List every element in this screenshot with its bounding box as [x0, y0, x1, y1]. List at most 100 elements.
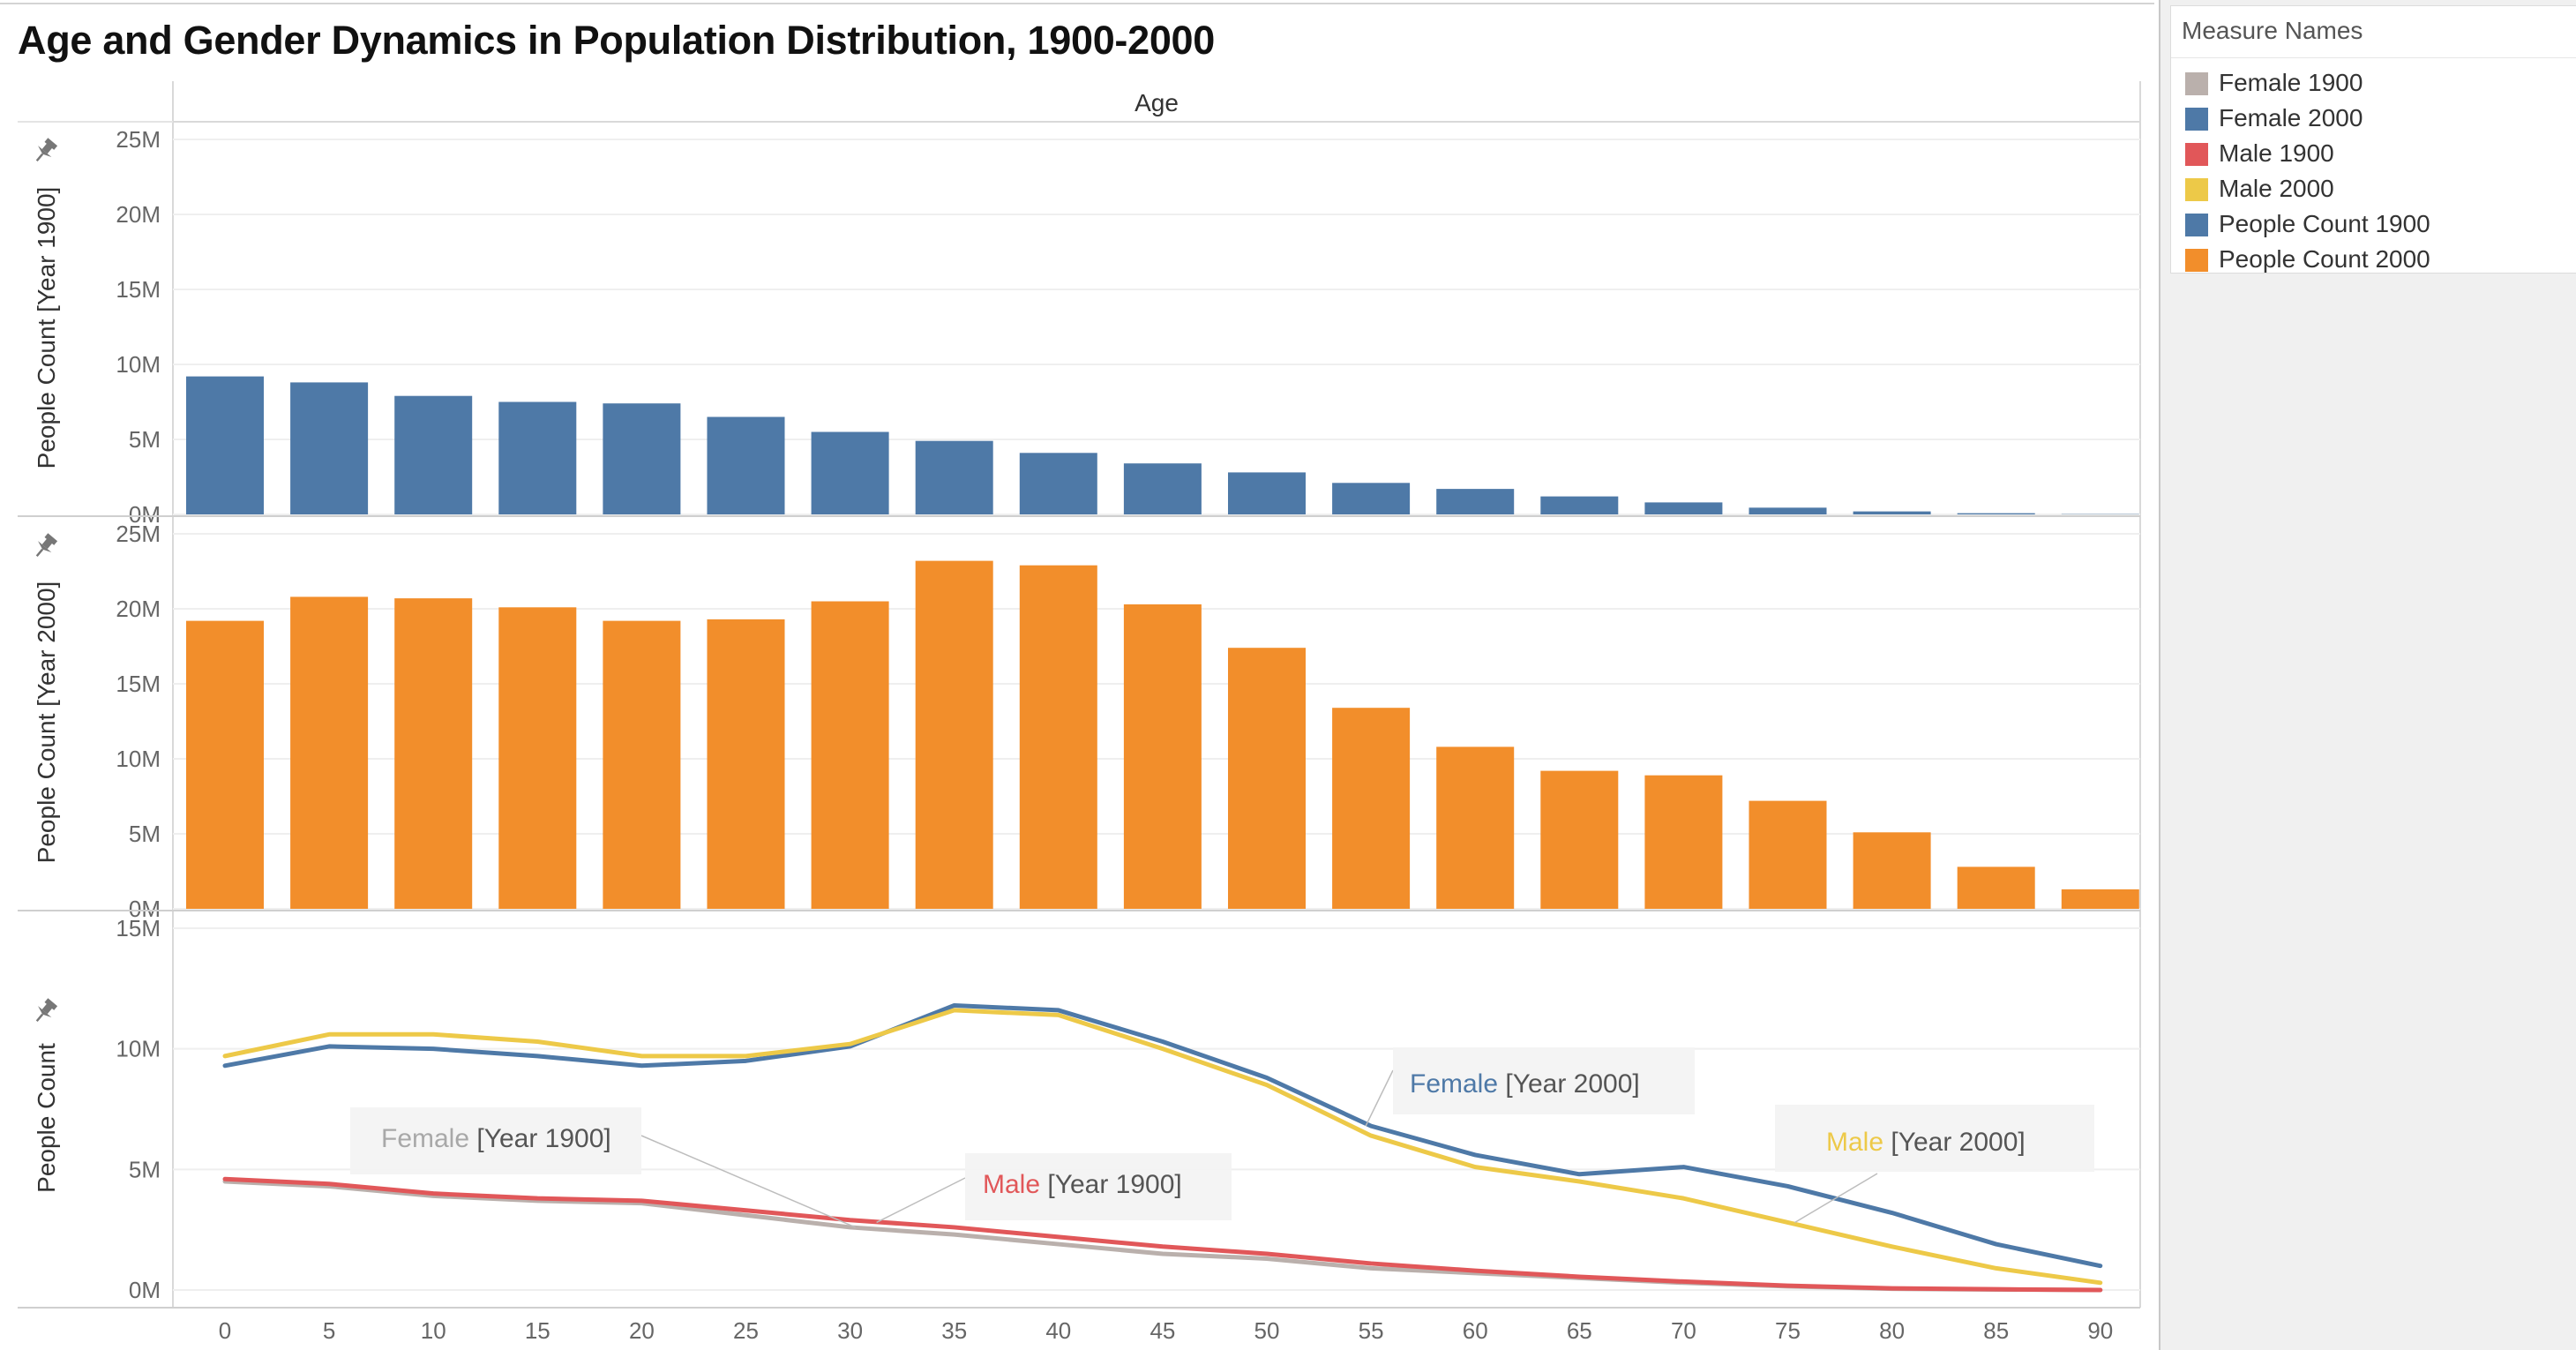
- x-tick-label: 15: [525, 1317, 550, 1344]
- legend-label: Female 1900: [2219, 69, 2363, 96]
- bar: [1019, 565, 1097, 909]
- pin-icon-head: [44, 138, 58, 150]
- pin-icon-base: [38, 541, 52, 552]
- x-tick-label: 10: [421, 1317, 446, 1344]
- annotation-series-name: Female: [1410, 1069, 1498, 1099]
- bar: [811, 431, 889, 514]
- x-tick-label: 0: [219, 1317, 231, 1344]
- annotation-label: Male [Year 1900]: [983, 1170, 1182, 1199]
- x-tick-label: 80: [1879, 1317, 1905, 1344]
- y-tick-label: 15M: [116, 276, 161, 303]
- bar: [1749, 507, 1827, 514]
- bar: [498, 607, 577, 909]
- legend-item-people-count-1900[interactable]: People Count 1900: [2180, 206, 2568, 242]
- bar: [1019, 453, 1097, 514]
- annotation-box: [965, 1153, 1232, 1220]
- x-tick-label: 60: [1463, 1317, 1488, 1344]
- bar: [603, 620, 681, 909]
- annotation-box: [1393, 1047, 1695, 1114]
- bar: [915, 440, 993, 514]
- pin-icon-needle: [35, 548, 44, 558]
- x-tick-label: 35: [941, 1317, 967, 1344]
- annotation-label: Female [Year 1900]: [381, 1124, 611, 1153]
- pin-icon-body: [41, 143, 53, 154]
- y-axis-title: People Count: [33, 1043, 60, 1193]
- pin-icon-head: [44, 998, 58, 1010]
- legend-item-female-2000[interactable]: Female 2000: [2180, 101, 2568, 136]
- annotation-series-name: Female: [381, 1124, 469, 1153]
- legend-label: People Count 2000: [2219, 245, 2430, 273]
- annotation-label: Female [Year 2000]: [1410, 1069, 1640, 1099]
- x-tick-label: 5: [323, 1317, 335, 1344]
- annotation-connector: [1365, 1069, 1394, 1127]
- y-axis-title: People Count [Year 2000]: [33, 581, 60, 864]
- x-tick-label: 70: [1671, 1317, 1696, 1344]
- bar: [1644, 502, 1723, 514]
- bar: [1749, 800, 1827, 909]
- annotation-year: [Year 1900]: [1040, 1170, 1182, 1199]
- bar: [1957, 866, 2035, 909]
- legend-item-male-1900[interactable]: Male 1900: [2180, 136, 2568, 171]
- bar: [290, 382, 369, 514]
- x-tick-label: 45: [1149, 1317, 1175, 1344]
- pin-icon-head: [44, 533, 58, 545]
- bar: [1436, 746, 1515, 909]
- x-tick-label: 20: [629, 1317, 655, 1344]
- annotation-label: Male [Year 2000]: [1826, 1128, 2026, 1157]
- series-line: [222, 1008, 2103, 1286]
- y-tick-label: 5M: [129, 821, 161, 847]
- bar: [1332, 483, 1411, 514]
- annotation-year: [Year 2000]: [1883, 1128, 2026, 1157]
- bar: [1436, 489, 1515, 514]
- y-tick-label: 25M: [116, 521, 161, 547]
- annotation-connector: [1794, 1173, 1878, 1224]
- legend-item-male-2000[interactable]: Male 2000: [2180, 171, 2568, 206]
- bar: [1228, 472, 1306, 514]
- bar: [1853, 832, 1931, 909]
- bar: [707, 416, 785, 514]
- legend-item-people-count-2000[interactable]: People Count 2000: [2180, 242, 2568, 277]
- legend-swatch: [2185, 108, 2208, 131]
- bar: [186, 620, 264, 909]
- legend-title: Measure Names: [2182, 17, 2363, 44]
- bar: [1540, 496, 1619, 514]
- y-tick-label: 0M: [129, 501, 161, 528]
- legend-swatch: [2185, 143, 2208, 166]
- annotation-box: [1775, 1105, 2094, 1172]
- legend-swatch: [2185, 72, 2208, 95]
- x-tick-label: 50: [1254, 1317, 1280, 1344]
- pin-icon-body: [41, 538, 53, 550]
- bar: [1123, 463, 1202, 514]
- bar: [1540, 770, 1619, 909]
- legend-item-female-1900[interactable]: Female 1900: [2180, 65, 2568, 101]
- bar: [394, 395, 473, 514]
- series-line: [222, 1176, 2103, 1293]
- bar: [1332, 708, 1411, 909]
- annotation-year: [Year 2000]: [1498, 1069, 1640, 1099]
- annotation-connector: [640, 1135, 856, 1228]
- y-tick-label: 5M: [129, 1156, 161, 1182]
- bar: [290, 596, 369, 909]
- y-tick-label: 0M: [129, 1277, 161, 1303]
- y-tick-label: 25M: [116, 126, 161, 153]
- y-tick-label: 15M: [116, 671, 161, 697]
- bar: [498, 401, 577, 514]
- y-tick-label: 10M: [116, 746, 161, 772]
- legend-divider: [2171, 57, 2576, 58]
- annotation-series-name: Male: [1826, 1128, 1883, 1157]
- series-line: [222, 1002, 2103, 1269]
- annotation-connector: [876, 1177, 966, 1224]
- y-tick-label: 0M: [129, 896, 161, 922]
- bar: [707, 619, 785, 909]
- x-tick-label: 55: [1359, 1317, 1384, 1344]
- top-divider: [0, 3, 2154, 4]
- legend-swatch: [2185, 214, 2208, 236]
- bar: [811, 601, 889, 909]
- chart-area: Age 0M 5M 10M 15M 20M 25M People Count [Year 19…: [18, 81, 2141, 1344]
- pin-icon: [35, 533, 58, 558]
- bar: [186, 376, 264, 514]
- bar: [915, 560, 993, 909]
- bar: [394, 598, 473, 909]
- y-axis-title: People Count [Year 1900]: [33, 187, 60, 469]
- bar: [603, 403, 681, 514]
